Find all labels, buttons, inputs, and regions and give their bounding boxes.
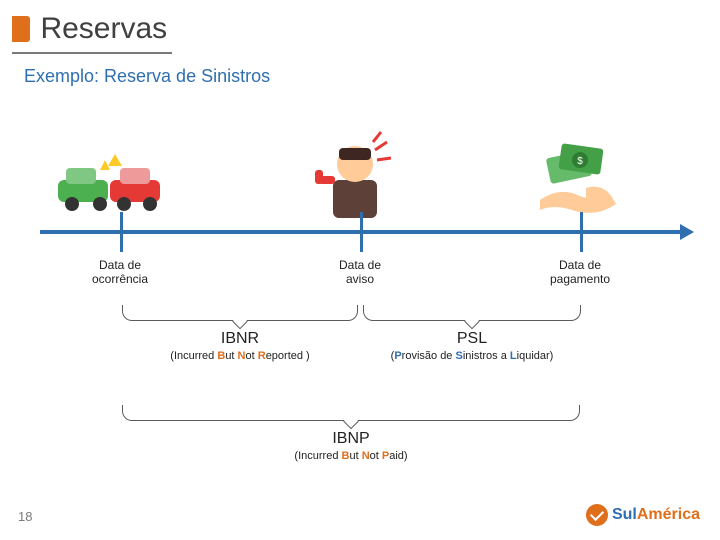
tick-label-aviso: Data de aviso xyxy=(300,258,420,287)
brace-title-psl: PSL xyxy=(363,330,581,348)
slide: Reservas Exemplo: Reserva de Sinistros xyxy=(0,0,720,540)
title-block: Reservas xyxy=(12,12,708,54)
timeline-tick-aviso xyxy=(360,212,363,252)
svg-text:$: $ xyxy=(577,156,583,167)
tick-label-line: Data de xyxy=(559,258,601,272)
brace-title-ibnr: IBNR xyxy=(122,330,358,348)
brace-sub-ibnr: (Incurred But Not Reported ) xyxy=(122,350,358,362)
title-underline xyxy=(12,52,172,54)
subtitle: Exemplo: Reserva de Sinistros xyxy=(24,66,270,87)
title-accent-block xyxy=(12,16,30,42)
tick-label-line: Data de xyxy=(99,258,141,272)
page-title: Reservas xyxy=(40,12,167,46)
brace-sub-psl: (Provisão de Sinistros a Liquidar) xyxy=(343,350,601,362)
brace-psl xyxy=(363,305,581,321)
brand-logo-text: SulAmérica xyxy=(612,506,700,524)
brand-logo-mark-icon xyxy=(586,504,608,526)
tick-label-ocorrencia: Data de ocorrência xyxy=(60,258,180,287)
brace-ibnp xyxy=(122,405,580,421)
brace-ibnr xyxy=(122,305,358,321)
brand-logo-text-part2: América xyxy=(637,506,700,523)
brand-logo: SulAmérica xyxy=(586,504,700,526)
cash-payment-icon: $ xyxy=(520,140,630,220)
tick-label-line: Data de xyxy=(339,258,381,272)
angry-caller-icon xyxy=(305,130,405,220)
timeline-axis xyxy=(40,230,680,234)
car-accident-icon xyxy=(50,140,170,220)
timeline-tick-ocorrencia xyxy=(120,212,123,252)
tick-label-line: ocorrência xyxy=(92,272,148,286)
timeline-tick-pagamento xyxy=(580,212,583,252)
tick-label-line: aviso xyxy=(346,272,374,286)
tick-label-pagamento: Data de pagamento xyxy=(520,258,640,287)
tick-label-line: pagamento xyxy=(550,272,610,286)
brace-sub-ibnp: (Incurred But Not Paid) xyxy=(122,450,580,462)
page-number: 18 xyxy=(18,509,32,524)
brand-logo-text-part1: Sul xyxy=(612,506,637,523)
brace-title-ibnp: IBNP xyxy=(122,430,580,448)
